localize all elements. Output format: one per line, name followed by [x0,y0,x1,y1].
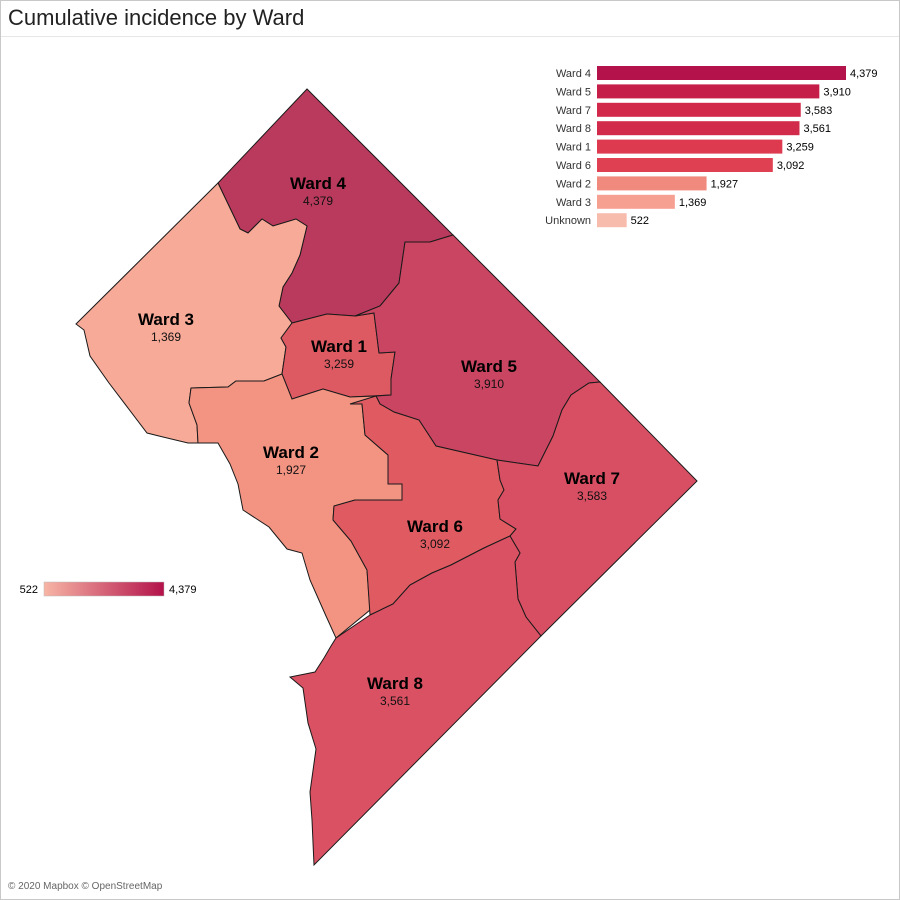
bar-label-ward-6: Ward 6 [556,160,591,172]
ward-2-name: Ward 2 [263,443,319,462]
bar-value-ward-5: 3,910 [823,86,851,98]
bar-ward-1[interactable] [597,139,783,154]
bar-ward-4[interactable] [597,66,846,80]
bar-ward-8[interactable] [597,121,800,136]
ward-6-name: Ward 6 [407,517,463,536]
ward-5-name: Ward 5 [461,357,517,376]
legend-max-label: 4,379 [169,584,197,596]
bar-value-ward-2: 1,927 [711,178,739,190]
ward-6-value: 3,092 [420,537,450,551]
bar-value-ward-6: 3,092 [777,160,805,172]
bar-label-ward-8: Ward 8 [556,123,591,135]
ward-1-value: 3,259 [324,357,354,371]
bar-label-unknown: Unknown [545,215,591,227]
bar-value-unknown: 522 [631,215,649,227]
ward-bar-chart: Ward 4 4,379 Ward 5 3,910 Ward 7 3,583 Ward 8 3… [545,66,878,228]
bar-label-ward-5: Ward 5 [556,86,591,98]
color-legend: 522 4,379 [20,581,197,597]
bar-ward-7[interactable] [597,102,801,117]
ward-8-region[interactable] [288,535,542,867]
ward-3-value: 1,369 [151,330,181,344]
legend-min-label: 522 [20,584,38,596]
bar-ward-6[interactable] [597,158,773,172]
ward-5-value: 3,910 [474,377,504,391]
bar-label-ward-2: Ward 2 [556,178,591,190]
bar-value-ward-4: 4,379 [850,68,878,80]
title-divider [1,36,899,37]
ward-2-value: 1,927 [276,463,306,477]
bar-value-ward-1: 3,259 [786,142,814,154]
bar-value-ward-7: 3,583 [805,105,833,117]
bar-ward-2[interactable] [597,176,707,191]
bar-value-ward-3: 1,369 [679,197,707,209]
ward-4-name: Ward 4 [290,174,347,193]
bar-ward-3[interactable] [597,194,675,209]
ward-4-value: 4,379 [303,194,333,208]
bar-unknown[interactable] [597,213,627,228]
legend-gradient-bar [43,581,165,597]
ward-3-name: Ward 3 [138,310,194,329]
ward-7-value: 3,583 [577,489,607,503]
page-title: Cumulative incidence by Ward [8,5,305,30]
map-attribution[interactable]: © 2020 Mapbox © OpenStreetMap [8,881,163,892]
bar-ward-5[interactable] [597,84,820,99]
ward-8-name: Ward 8 [367,674,423,693]
ward-8-value: 3,561 [380,694,410,708]
bar-label-ward-7: Ward 7 [556,105,591,117]
ward-1-name: Ward 1 [311,337,367,356]
ward-7-name: Ward 7 [564,469,620,488]
bar-label-ward-3: Ward 3 [556,197,591,209]
bar-label-ward-1: Ward 1 [556,142,591,154]
bar-value-ward-8: 3,561 [803,123,831,135]
bar-label-ward-4: Ward 4 [556,68,591,80]
